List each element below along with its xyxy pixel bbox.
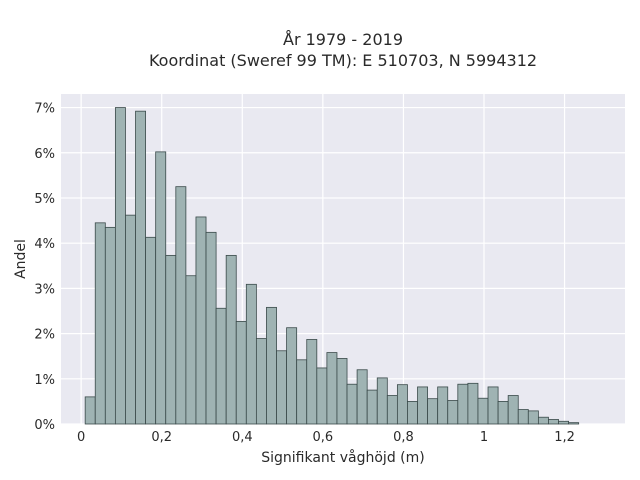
x-axis-ticks: 0 0,2 0,4 0,6 0,8 1 1,2 bbox=[77, 430, 575, 445]
x-tick-label: 1 bbox=[480, 430, 488, 445]
histogram-bar bbox=[195, 216, 207, 425]
histogram-bar bbox=[316, 367, 328, 425]
y-tick-label: 3% bbox=[34, 282, 55, 297]
histogram-bar bbox=[326, 352, 338, 425]
histogram-bar bbox=[114, 107, 126, 425]
histogram-bar bbox=[255, 338, 267, 425]
chart-title-line1: År 1979 - 2019 bbox=[283, 30, 403, 49]
histogram-bar bbox=[527, 410, 539, 425]
histogram-bar bbox=[336, 358, 348, 425]
histogram-bar bbox=[417, 386, 428, 425]
y-tick-label: 1% bbox=[34, 373, 55, 388]
histogram-bar bbox=[407, 400, 418, 425]
bars bbox=[84, 107, 580, 425]
x-tick-label: 0,8 bbox=[393, 430, 414, 445]
histogram-bar bbox=[366, 389, 378, 425]
histogram-bar bbox=[104, 226, 116, 425]
histogram-bar bbox=[205, 231, 217, 425]
histogram-bar bbox=[84, 396, 96, 425]
histogram-bar bbox=[185, 275, 197, 425]
histogram-bar bbox=[517, 409, 529, 425]
x-tick-label: 0 bbox=[77, 430, 85, 445]
x-tick-label: 0,4 bbox=[232, 430, 253, 445]
histogram-bar bbox=[376, 377, 388, 425]
histogram-bar bbox=[396, 384, 408, 425]
histogram-bar bbox=[94, 222, 106, 425]
y-tick-label: 6% bbox=[34, 147, 55, 162]
histogram-bar bbox=[457, 383, 469, 425]
y-tick-label: 5% bbox=[34, 192, 55, 207]
histogram-bar bbox=[507, 395, 519, 425]
histogram-bar bbox=[548, 419, 559, 425]
y-tick-label: 7% bbox=[34, 102, 55, 117]
histogram-bar bbox=[537, 416, 549, 425]
histogram-bar bbox=[487, 386, 499, 425]
x-tick-label: 0,2 bbox=[151, 430, 172, 445]
histogram-bar bbox=[497, 400, 509, 425]
histogram-bar bbox=[477, 397, 489, 425]
histogram-bar bbox=[346, 383, 358, 425]
histogram-bar bbox=[235, 320, 247, 425]
histogram-bar bbox=[215, 307, 227, 425]
histogram-bar bbox=[175, 186, 187, 425]
histogram-bar bbox=[447, 400, 459, 425]
histogram-bar bbox=[266, 306, 277, 425]
histogram-bar bbox=[296, 359, 308, 425]
histogram-bar bbox=[558, 420, 569, 425]
histogram-bar bbox=[135, 110, 146, 425]
histogram-bar bbox=[145, 236, 157, 425]
histogram-bar bbox=[286, 327, 298, 425]
x-axis-label: Signifikant våghöjd (m) bbox=[261, 449, 424, 466]
histogram-bar bbox=[225, 254, 237, 425]
y-tick-label: 2% bbox=[34, 328, 55, 343]
chart-title-line2: Koordinat (Sweref 99 TM): E 510703, N 59… bbox=[149, 51, 537, 70]
histogram-bar bbox=[386, 395, 398, 425]
histogram-bar bbox=[155, 151, 167, 425]
histogram-bar bbox=[356, 369, 368, 425]
histogram-bar bbox=[245, 283, 257, 425]
histogram-bar bbox=[437, 386, 449, 425]
y-tick-label: 0% bbox=[34, 418, 55, 433]
x-tick-label: 1,2 bbox=[554, 430, 575, 445]
y-tick-label: 4% bbox=[34, 237, 55, 252]
x-tick-label: 0,6 bbox=[313, 430, 334, 445]
histogram-bar bbox=[467, 382, 479, 425]
histogram-bar bbox=[276, 350, 287, 425]
y-axis-ticks: 0% 1% 2% 3% 4% 5% 6% 7% bbox=[34, 102, 55, 433]
histogram-bar bbox=[165, 254, 177, 425]
histogram-bar bbox=[568, 422, 580, 425]
histogram-bar bbox=[306, 339, 318, 425]
histogram-bar bbox=[125, 214, 136, 425]
histogram-bar bbox=[427, 398, 439, 425]
y-axis-label: Andel bbox=[13, 239, 29, 279]
